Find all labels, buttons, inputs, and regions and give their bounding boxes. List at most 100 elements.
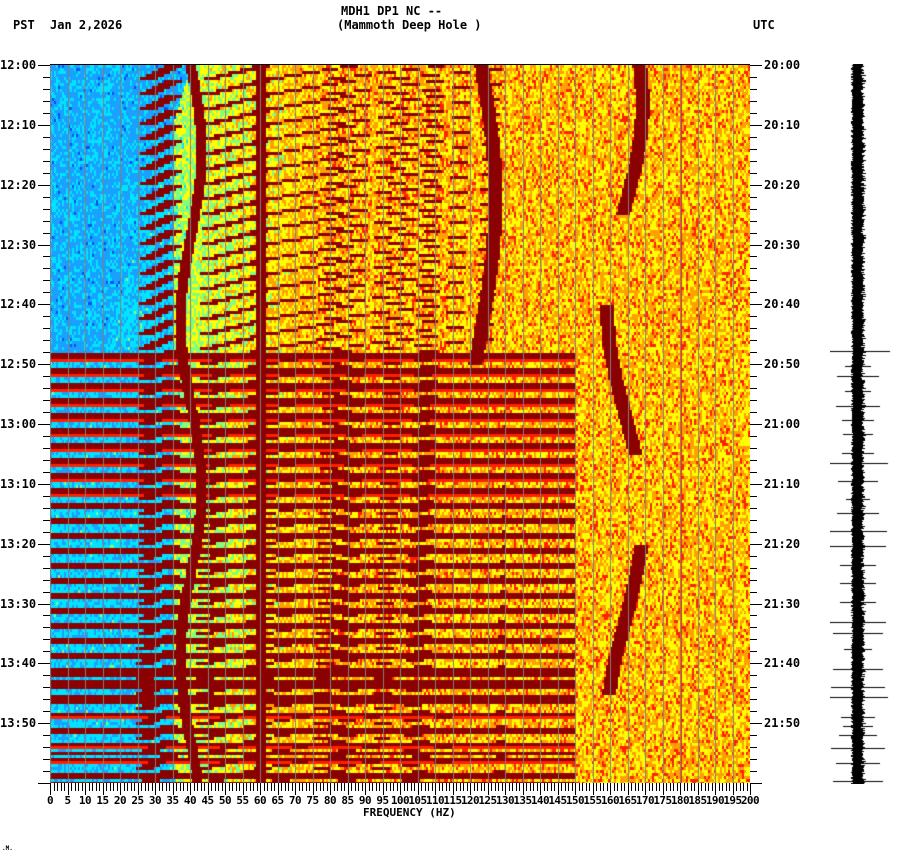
frequency-tick xyxy=(159,783,160,791)
time-tick xyxy=(43,615,50,616)
frequency-tick xyxy=(260,783,261,795)
frequency-tick xyxy=(110,783,111,791)
frequency-tick xyxy=(288,783,289,791)
time-tick xyxy=(750,711,757,712)
frequency-tick xyxy=(194,783,195,791)
frequency-tick xyxy=(327,783,328,791)
frequency-tick xyxy=(169,783,170,791)
time-label-utc: 20:20 xyxy=(764,177,801,192)
frequency-tick xyxy=(407,783,408,791)
frequency-tick xyxy=(460,783,461,791)
frequency-label: 155 xyxy=(583,794,602,807)
frequency-label: 5 xyxy=(64,794,71,807)
time-label-utc: 20:10 xyxy=(764,117,801,132)
frequency-tick xyxy=(379,783,380,791)
frequency-tick xyxy=(274,783,275,791)
frequency-tick xyxy=(299,783,300,791)
time-tick xyxy=(43,508,50,509)
frequency-tick xyxy=(540,783,541,795)
time-tick xyxy=(43,256,50,257)
plot-top-border xyxy=(50,64,750,65)
frequency-tick xyxy=(582,783,583,791)
frequency-tick xyxy=(222,783,223,791)
frequency-tick xyxy=(89,783,90,791)
frequency-tick xyxy=(740,783,741,791)
time-tick xyxy=(750,544,762,545)
frequency-tick xyxy=(337,783,338,791)
frequency-tick xyxy=(152,783,153,791)
frequency-tick xyxy=(155,783,156,795)
time-tick xyxy=(38,783,50,784)
frequency-tick xyxy=(390,783,391,791)
frequency-tick xyxy=(551,783,552,791)
time-label-utc: 21:10 xyxy=(764,476,801,491)
frequency-tick xyxy=(558,783,559,795)
frequency-tick xyxy=(54,783,55,791)
frequency-tick xyxy=(131,783,132,791)
time-tick xyxy=(750,615,757,616)
time-tick xyxy=(43,556,50,557)
frequency-tick xyxy=(421,783,422,791)
frequency-tick xyxy=(593,783,594,795)
frequency-tick xyxy=(71,783,72,791)
frequency-tick xyxy=(138,783,139,795)
frequency-tick xyxy=(687,783,688,791)
frequency-tick xyxy=(719,783,720,791)
time-label-utc: 20:00 xyxy=(764,58,801,72)
time-tick xyxy=(750,197,757,198)
frequency-tick xyxy=(621,783,622,791)
time-label-utc: 21:20 xyxy=(764,536,801,551)
frequency-tick xyxy=(411,783,412,791)
frequency-tick xyxy=(509,783,510,791)
frequency-label: 160 xyxy=(600,794,620,807)
frequency-tick xyxy=(600,783,601,791)
time-tick xyxy=(750,627,757,628)
frequency-tick xyxy=(372,783,373,791)
frequency-tick xyxy=(369,783,370,791)
frequency-tick xyxy=(425,783,426,791)
time-tick xyxy=(43,568,50,569)
time-tick xyxy=(750,412,757,413)
frequency-tick xyxy=(96,783,97,791)
frequency-tick xyxy=(236,783,237,791)
frequency-tick xyxy=(330,783,331,795)
time-tick xyxy=(750,65,762,66)
time-tick xyxy=(750,89,757,90)
frequency-tick xyxy=(278,783,279,795)
frequency-tick xyxy=(306,783,307,791)
frequency-tick xyxy=(495,783,496,791)
time-tick xyxy=(43,651,50,652)
frequency-label: 0 xyxy=(46,794,54,807)
time-label-pst: 12:40 xyxy=(0,297,37,312)
frequency-tick xyxy=(589,783,590,791)
frequency-tick xyxy=(271,783,272,791)
time-tick xyxy=(43,137,50,138)
frequency-tick xyxy=(103,783,104,795)
time-tick xyxy=(43,771,50,772)
frequency-tick xyxy=(663,783,664,795)
time-tick xyxy=(38,723,50,724)
corner-mark: .M. xyxy=(2,845,13,852)
frequency-tick xyxy=(631,783,632,791)
frequency-label: 145 xyxy=(548,794,567,807)
frequency-tick xyxy=(148,783,149,791)
frequency-label: 175 xyxy=(653,794,672,807)
time-tick xyxy=(43,197,50,198)
location-subtitle: (Mammoth Deep Hole ) xyxy=(337,18,482,32)
frequency-tick xyxy=(215,783,216,791)
frequency-tick xyxy=(75,783,76,791)
time-tick xyxy=(750,723,762,724)
frequency-tick xyxy=(635,783,636,791)
frequency-tick xyxy=(397,783,398,791)
right-time-axis xyxy=(750,65,762,784)
frequency-axis xyxy=(50,783,751,795)
frequency-label: 35 xyxy=(166,794,179,807)
frequency-tick xyxy=(285,783,286,791)
frequency-tick xyxy=(537,783,538,791)
time-tick xyxy=(43,113,50,114)
frequency-tick xyxy=(575,783,576,795)
seismogram-trace xyxy=(830,64,900,784)
frequency-tick xyxy=(715,783,716,795)
frequency-tick xyxy=(554,783,555,791)
time-tick xyxy=(750,113,757,114)
